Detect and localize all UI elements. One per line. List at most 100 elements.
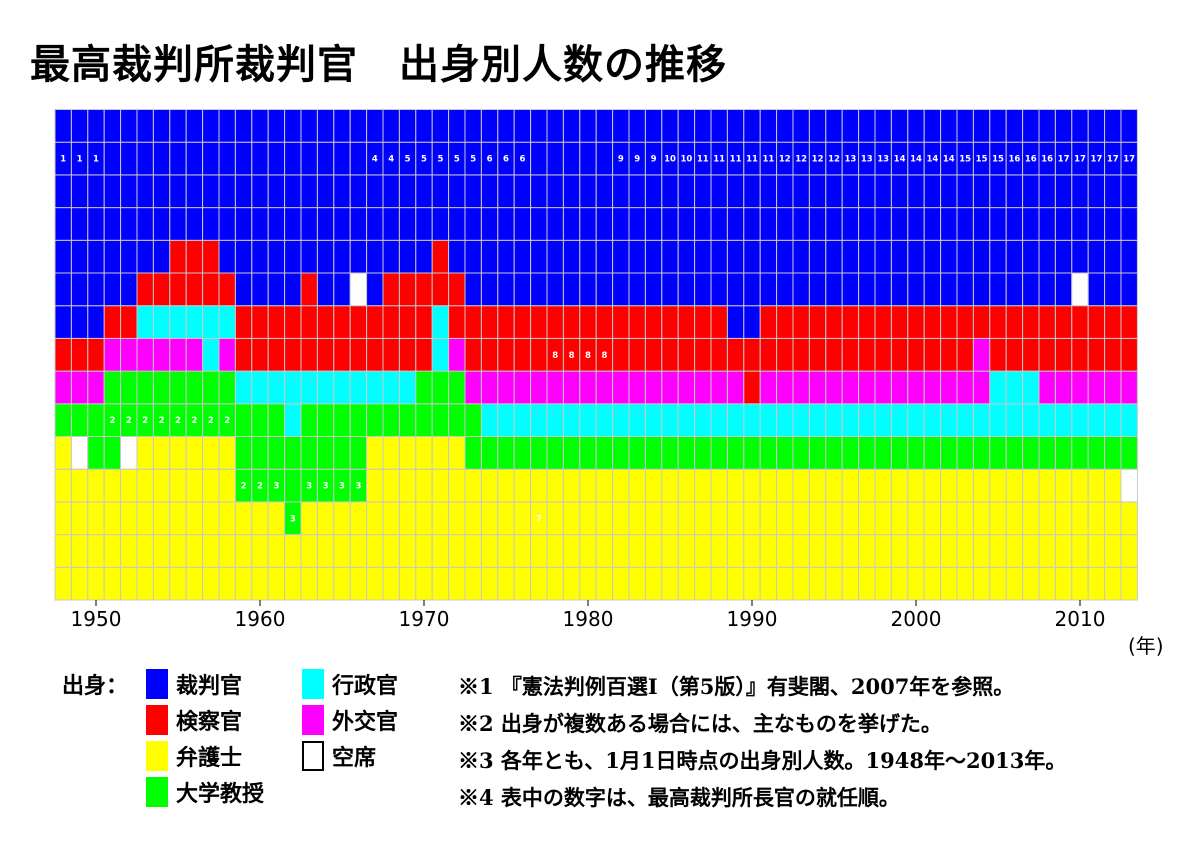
chief-justice-number-2000: 14	[910, 155, 922, 165]
heatmap-cell-1952-10	[120, 272, 138, 307]
heatmap-cell-1953-15	[136, 109, 154, 143]
heatmap-cell-1958-2	[218, 534, 236, 568]
heatmap-cell-1957-3	[202, 501, 220, 536]
heatmap-cell-1987-5	[694, 436, 712, 470]
heatmap-cell-1997-2	[858, 534, 876, 568]
heatmap-cell-2006-6	[1005, 403, 1024, 437]
heatmap-cell-2013-10	[1120, 272, 1138, 307]
chief-justice-number-2005: 15	[992, 155, 1004, 165]
heatmap-cell-2008-11	[1038, 239, 1056, 274]
chief-justice-number-1962: 3	[290, 514, 296, 524]
heatmap-cell-1952-15	[120, 109, 138, 143]
heatmap-cell-2008-8	[1038, 337, 1056, 372]
heatmap-cell-1977-1	[530, 566, 548, 601]
chief-justice-number-2010: 17	[1074, 155, 1086, 165]
heatmap-cell-1958-8	[218, 337, 236, 372]
heatmap-cell-1963-3	[300, 501, 318, 536]
x-tick-label-2010: 2010	[1055, 607, 1106, 631]
heatmap-cell-1963-14	[300, 141, 318, 176]
heatmap-cell-1988-2	[710, 534, 728, 568]
heatmap-cell-1952-2	[120, 534, 138, 568]
heatmap-cell-1950-8	[87, 337, 105, 372]
heatmap-cell-1981-4	[595, 468, 614, 503]
heatmap-cell-1983-10	[628, 272, 646, 307]
heatmap-cell-1987-12	[694, 207, 712, 241]
heatmap-cell-1994-5	[808, 436, 827, 470]
heatmap-cell-1974-11	[480, 239, 499, 274]
heatmap-cell-1954-10	[152, 272, 171, 307]
heatmap-cell-1979-3	[562, 501, 581, 536]
heatmap-cell-1973-1	[464, 566, 482, 601]
heatmap-cell-1968-10	[382, 272, 400, 307]
heatmap-cell-2005-5	[989, 436, 1007, 470]
heatmap-cell-1959-9	[234, 305, 253, 339]
chief-justice-number-2007: 16	[1025, 155, 1037, 165]
heatmap-cell-2004-6	[972, 403, 991, 437]
chief-justice-number-1959: 2	[241, 482, 247, 492]
heatmap-cell-1952-12	[120, 207, 138, 241]
heatmap-cell-1962-5	[284, 436, 302, 470]
chief-justice-number-2004: 15	[976, 155, 988, 165]
heatmap-cell-1962-7	[284, 370, 302, 405]
heatmap-cell-1986-12	[677, 207, 696, 241]
heatmap-cell-1994-7	[808, 370, 827, 405]
heatmap-cell-1981-2	[595, 534, 614, 568]
heatmap-cell-1953-5	[136, 436, 154, 470]
legend-label-vacant: 空席	[332, 745, 377, 771]
heatmap-cell-1973-6	[464, 403, 482, 437]
heatmap-cell-1950-7	[87, 370, 105, 405]
heatmap-cell-1976-5	[513, 436, 532, 470]
heatmap-cell-1971-8	[431, 337, 450, 372]
heatmap-cell-2010-12	[1071, 207, 1089, 241]
heatmap-cell-1999-13	[890, 174, 909, 209]
legend-item-administrator: 行政官	[302, 668, 398, 700]
heatmap-cell-1991-7	[759, 370, 778, 405]
heatmap-cell-1963-1	[300, 566, 318, 601]
heatmap-cell-2010-4	[1071, 468, 1089, 503]
heatmap-cell-1974-5	[480, 436, 499, 470]
heatmap-cell-2004-1	[972, 566, 991, 601]
heatmap-cell-1997-3	[858, 501, 876, 536]
heatmap-cell-1985-7	[661, 370, 679, 405]
chief-justice-number-1986: 10	[680, 155, 692, 165]
heatmap-cell-2011-6	[1087, 403, 1106, 437]
chief-justice-number-1972: 5	[454, 155, 460, 165]
heatmap-cell-1999-6	[890, 403, 909, 437]
heatmap-cell-2003-2	[956, 534, 974, 568]
heatmap-cell-2010-1	[1071, 566, 1089, 601]
heatmap-cell-1988-10	[710, 272, 728, 307]
heatmap-cell-1969-3	[398, 501, 417, 536]
heatmap-cell-1976-10	[513, 272, 532, 307]
heatmap-cell-1993-2	[792, 534, 810, 568]
heatmap-cell-1983-15	[628, 109, 646, 143]
heatmap-cell-1997-4	[858, 468, 876, 503]
heatmap-cell-1957-8	[202, 337, 220, 372]
chief-justice-number-1989: 11	[730, 155, 742, 165]
chief-justice-number-1994: 12	[812, 155, 824, 165]
heatmap-cell-2005-2	[989, 534, 1007, 568]
heatmap-cell-1996-4	[841, 468, 860, 503]
heatmap-cell-1978-2	[546, 534, 564, 568]
heatmap-cell-1973-7	[464, 370, 482, 405]
heatmap-cell-1985-12	[661, 207, 679, 241]
heatmap-cell-1965-9	[333, 305, 351, 339]
heatmap-cell-2003-8	[956, 337, 974, 372]
heatmap-cell-1972-12	[448, 207, 466, 241]
heatmap-cell-1981-12	[595, 207, 614, 241]
heatmap-cell-1982-12	[612, 207, 630, 241]
heatmap-cell-1971-13	[431, 174, 450, 209]
heatmap-cell-1958-3	[218, 501, 236, 536]
heatmap-cell-1988-11	[710, 239, 728, 274]
heatmap-cell-1972-7	[448, 370, 466, 405]
heatmap-cell-1949-13	[70, 174, 89, 209]
chief-justice-number-2003: 15	[959, 155, 971, 165]
heatmap-cell-1961-2	[267, 534, 286, 568]
heatmap-cell-1975-13	[497, 174, 515, 209]
chief-justice-number-1987: 11	[697, 155, 709, 165]
heatmap-cell-1992-2	[776, 534, 794, 568]
heatmap-cell-1963-12	[300, 207, 318, 241]
heatmap-cell-2007-11	[1022, 239, 1040, 274]
heatmap-cell-2009-4	[1054, 468, 1073, 503]
heatmap-cell-1988-6	[710, 403, 728, 437]
heatmap-cell-1970-9	[415, 305, 433, 339]
